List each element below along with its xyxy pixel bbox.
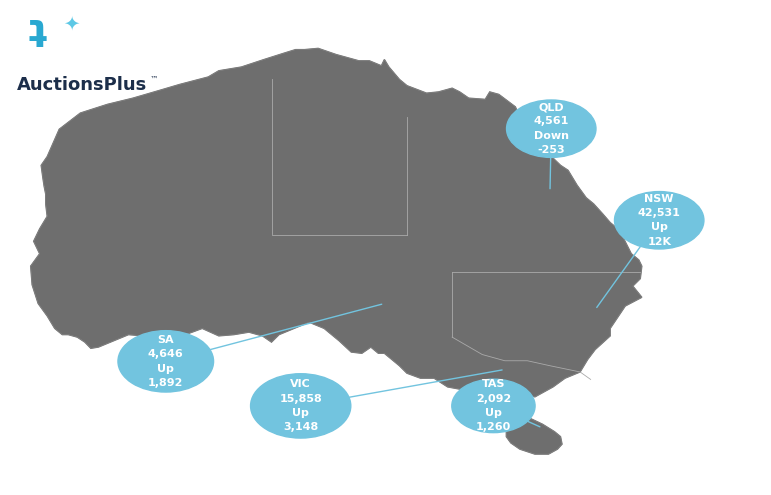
- Text: ʇ: ʇ: [28, 11, 46, 50]
- Circle shape: [614, 192, 704, 249]
- Polygon shape: [507, 413, 562, 454]
- Text: SA
4,646
Up
1,892: SA 4,646 Up 1,892: [148, 335, 183, 388]
- Text: ™: ™: [150, 75, 157, 84]
- Text: AuctionsPlus: AuctionsPlus: [17, 76, 147, 94]
- Circle shape: [251, 374, 351, 438]
- Text: NSW
42,531
Up
12K: NSW 42,531 Up 12K: [638, 194, 681, 247]
- Polygon shape: [31, 49, 641, 397]
- Text: VIC
15,858
Up
3,148: VIC 15,858 Up 3,148: [279, 379, 322, 433]
- Text: TAS
2,092
Up
1,260: TAS 2,092 Up 1,260: [476, 379, 511, 433]
- Text: ✦: ✦: [63, 14, 79, 34]
- Circle shape: [118, 331, 214, 392]
- Text: QLD
4,561
Down
-253: QLD 4,561 Down -253: [534, 102, 569, 155]
- Circle shape: [452, 379, 535, 433]
- Circle shape: [507, 100, 596, 157]
